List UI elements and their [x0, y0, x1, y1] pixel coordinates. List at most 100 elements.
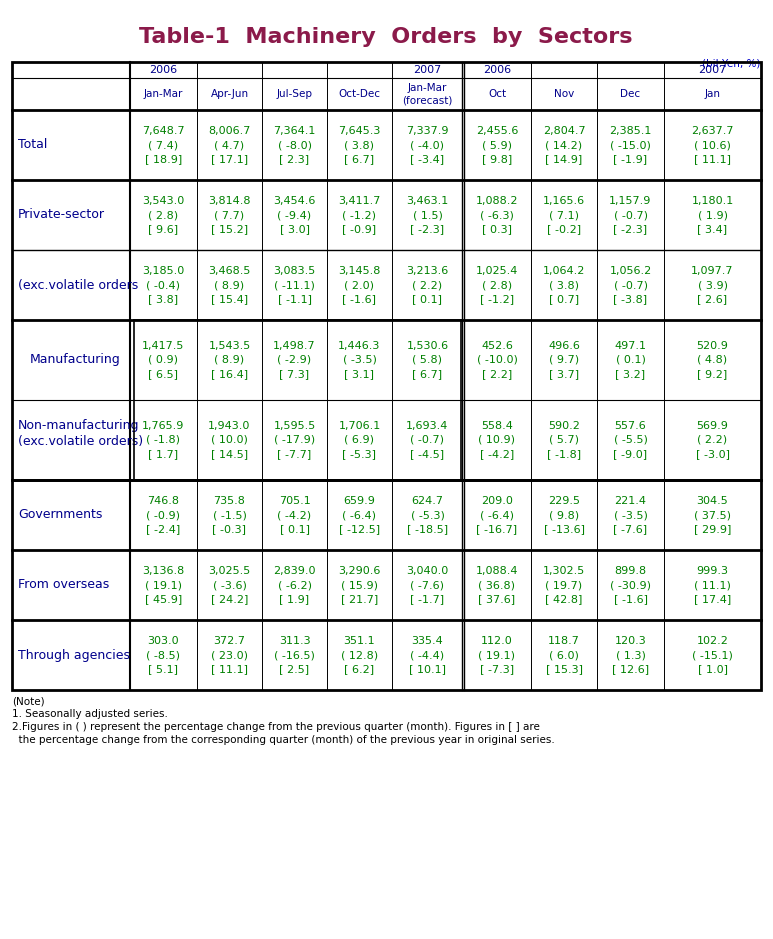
- Bar: [12, 62, 761, 690]
- Text: ( -8.0): ( -8.0): [278, 140, 312, 150]
- Text: ( -8.5): ( -8.5): [147, 650, 181, 660]
- Text: 1,498.7: 1,498.7: [273, 341, 316, 351]
- Text: 3,454.6: 3,454.6: [274, 196, 315, 206]
- Text: 2,637.7: 2,637.7: [691, 126, 734, 136]
- Text: ( -6.3): ( -6.3): [480, 210, 514, 220]
- Text: 335.4: 335.4: [412, 636, 444, 646]
- Text: ( 5.7): ( 5.7): [549, 435, 579, 445]
- Text: (bil.Yen, %): (bil.Yen, %): [702, 59, 760, 69]
- Text: the percentage change from the corresponding quarter (month) of the previous yea: the percentage change from the correspon…: [12, 735, 555, 745]
- Text: 497.1: 497.1: [615, 341, 646, 351]
- Text: [ -4.5]: [ -4.5]: [410, 449, 444, 459]
- Text: 118.7: 118.7: [548, 636, 580, 646]
- Text: [ 11.1]: [ 11.1]: [694, 154, 731, 164]
- Text: 8,006.7: 8,006.7: [208, 126, 250, 136]
- Text: [ -7.7]: [ -7.7]: [278, 449, 312, 459]
- Text: ( -6.2): ( -6.2): [278, 580, 312, 590]
- Text: ( -4.2): ( -4.2): [278, 510, 312, 520]
- Text: ( 0.1): ( 0.1): [615, 355, 645, 365]
- Text: ( 2.8): ( 2.8): [148, 210, 179, 220]
- Text: [ 17.1]: [ 17.1]: [211, 154, 248, 164]
- Text: 1,543.5: 1,543.5: [209, 341, 250, 351]
- Text: 705.1: 705.1: [278, 496, 311, 506]
- Text: 3,463.1: 3,463.1: [407, 196, 448, 206]
- Text: [ 2.3]: [ 2.3]: [279, 154, 309, 164]
- Text: ( -3.5): ( -3.5): [614, 510, 648, 520]
- Text: [ -0.3]: [ -0.3]: [213, 524, 247, 534]
- Text: 7,645.3: 7,645.3: [339, 126, 380, 136]
- Text: ( 37.5): ( 37.5): [694, 510, 731, 520]
- Text: 590.2: 590.2: [548, 421, 580, 431]
- Text: 3,083.5: 3,083.5: [274, 266, 315, 276]
- Text: [ -1.2]: [ -1.2]: [480, 294, 514, 304]
- Text: [ 18.9]: [ 18.9]: [145, 154, 182, 164]
- Text: 3,145.8: 3,145.8: [339, 266, 380, 276]
- Text: [ 37.6]: [ 37.6]: [478, 594, 516, 604]
- Text: [ -3.8]: [ -3.8]: [614, 294, 648, 304]
- Text: 221.4: 221.4: [615, 496, 646, 506]
- Text: 2007: 2007: [698, 65, 727, 75]
- Text: ( -9.4): ( -9.4): [278, 210, 312, 220]
- Text: [ 9.2]: [ 9.2]: [697, 369, 727, 379]
- Text: ( 5.8): ( 5.8): [413, 355, 442, 365]
- Text: [ 0.1]: [ 0.1]: [413, 294, 442, 304]
- Text: Through agencies: Through agencies: [18, 649, 130, 661]
- Text: [ -1.7]: [ -1.7]: [410, 594, 444, 604]
- Text: [ 1.0]: [ 1.0]: [697, 664, 727, 674]
- Text: ( -15.1): ( -15.1): [692, 650, 733, 660]
- Text: 2006: 2006: [483, 65, 511, 75]
- Text: [ 45.9]: [ 45.9]: [145, 594, 182, 604]
- Text: ( -1.5): ( -1.5): [213, 510, 247, 520]
- Text: 1,180.1: 1,180.1: [691, 196, 734, 206]
- Text: 7,364.1: 7,364.1: [274, 126, 315, 136]
- Text: [ -0.9]: [ -0.9]: [342, 224, 376, 234]
- Text: ( -17.9): ( -17.9): [274, 435, 315, 445]
- Text: [ 16.4]: [ 16.4]: [211, 369, 248, 379]
- Text: 1,693.4: 1,693.4: [407, 421, 448, 431]
- Text: 999.3: 999.3: [696, 566, 728, 576]
- Text: ( 36.8): ( 36.8): [478, 580, 516, 590]
- Text: 1,157.9: 1,157.9: [609, 196, 652, 206]
- Text: [ 6.7]: [ 6.7]: [345, 154, 375, 164]
- Text: [ 14.5]: [ 14.5]: [211, 449, 248, 459]
- Text: ( 10.6): ( 10.6): [694, 140, 731, 150]
- Text: [ 1.7]: [ 1.7]: [148, 449, 179, 459]
- Text: ( 8.9): ( 8.9): [214, 280, 244, 290]
- Text: [ 2.2]: [ 2.2]: [482, 369, 512, 379]
- Text: Non-manufacturing
(exc.volatile orders): Non-manufacturing (exc.volatile orders): [18, 420, 143, 449]
- Text: [ 0.1]: [ 0.1]: [280, 524, 309, 534]
- Text: 558.4: 558.4: [481, 421, 513, 431]
- Text: ( -16.5): ( -16.5): [274, 650, 315, 660]
- Text: 1,417.5: 1,417.5: [142, 341, 185, 351]
- Text: ( -3.5): ( -3.5): [342, 355, 376, 365]
- Text: 3,543.0: 3,543.0: [142, 196, 185, 206]
- Text: [ 21.7]: [ 21.7]: [341, 594, 378, 604]
- Text: ( 5.9): ( 5.9): [482, 140, 512, 150]
- Text: ( 1.5): ( 1.5): [413, 210, 442, 220]
- Text: 311.3: 311.3: [279, 636, 310, 646]
- Text: ( 19.1): ( 19.1): [145, 580, 182, 590]
- Text: [ 42.8]: [ 42.8]: [545, 594, 583, 604]
- Text: 1,765.9: 1,765.9: [142, 421, 185, 431]
- Text: ( 4.7): ( 4.7): [214, 140, 244, 150]
- Text: ( -6.4): ( -6.4): [342, 510, 376, 520]
- Text: [ 9.8]: [ 9.8]: [482, 154, 512, 164]
- Text: [ 15.4]: [ 15.4]: [211, 294, 248, 304]
- Text: 735.8: 735.8: [213, 496, 246, 506]
- Text: ( -4.0): ( -4.0): [410, 140, 444, 150]
- Text: [ -1.6]: [ -1.6]: [614, 594, 648, 604]
- Text: ( 10.0): ( 10.0): [211, 435, 248, 445]
- Text: 3,185.0: 3,185.0: [142, 266, 185, 276]
- Text: Jul-Sep: Jul-Sep: [277, 89, 312, 99]
- Text: ( 9.8): ( 9.8): [549, 510, 579, 520]
- Text: Nov: Nov: [554, 89, 574, 99]
- Text: 3,290.6: 3,290.6: [339, 566, 380, 576]
- Text: [ -9.0]: [ -9.0]: [614, 449, 648, 459]
- Text: ( 19.1): ( 19.1): [478, 650, 516, 660]
- Text: ( 9.7): ( 9.7): [549, 355, 579, 365]
- Text: 624.7: 624.7: [411, 496, 444, 506]
- Text: ( 7.4): ( 7.4): [148, 140, 179, 150]
- Text: 1,530.6: 1,530.6: [407, 341, 448, 351]
- Text: 557.6: 557.6: [615, 421, 646, 431]
- Text: [ 9.6]: [ 9.6]: [148, 224, 179, 234]
